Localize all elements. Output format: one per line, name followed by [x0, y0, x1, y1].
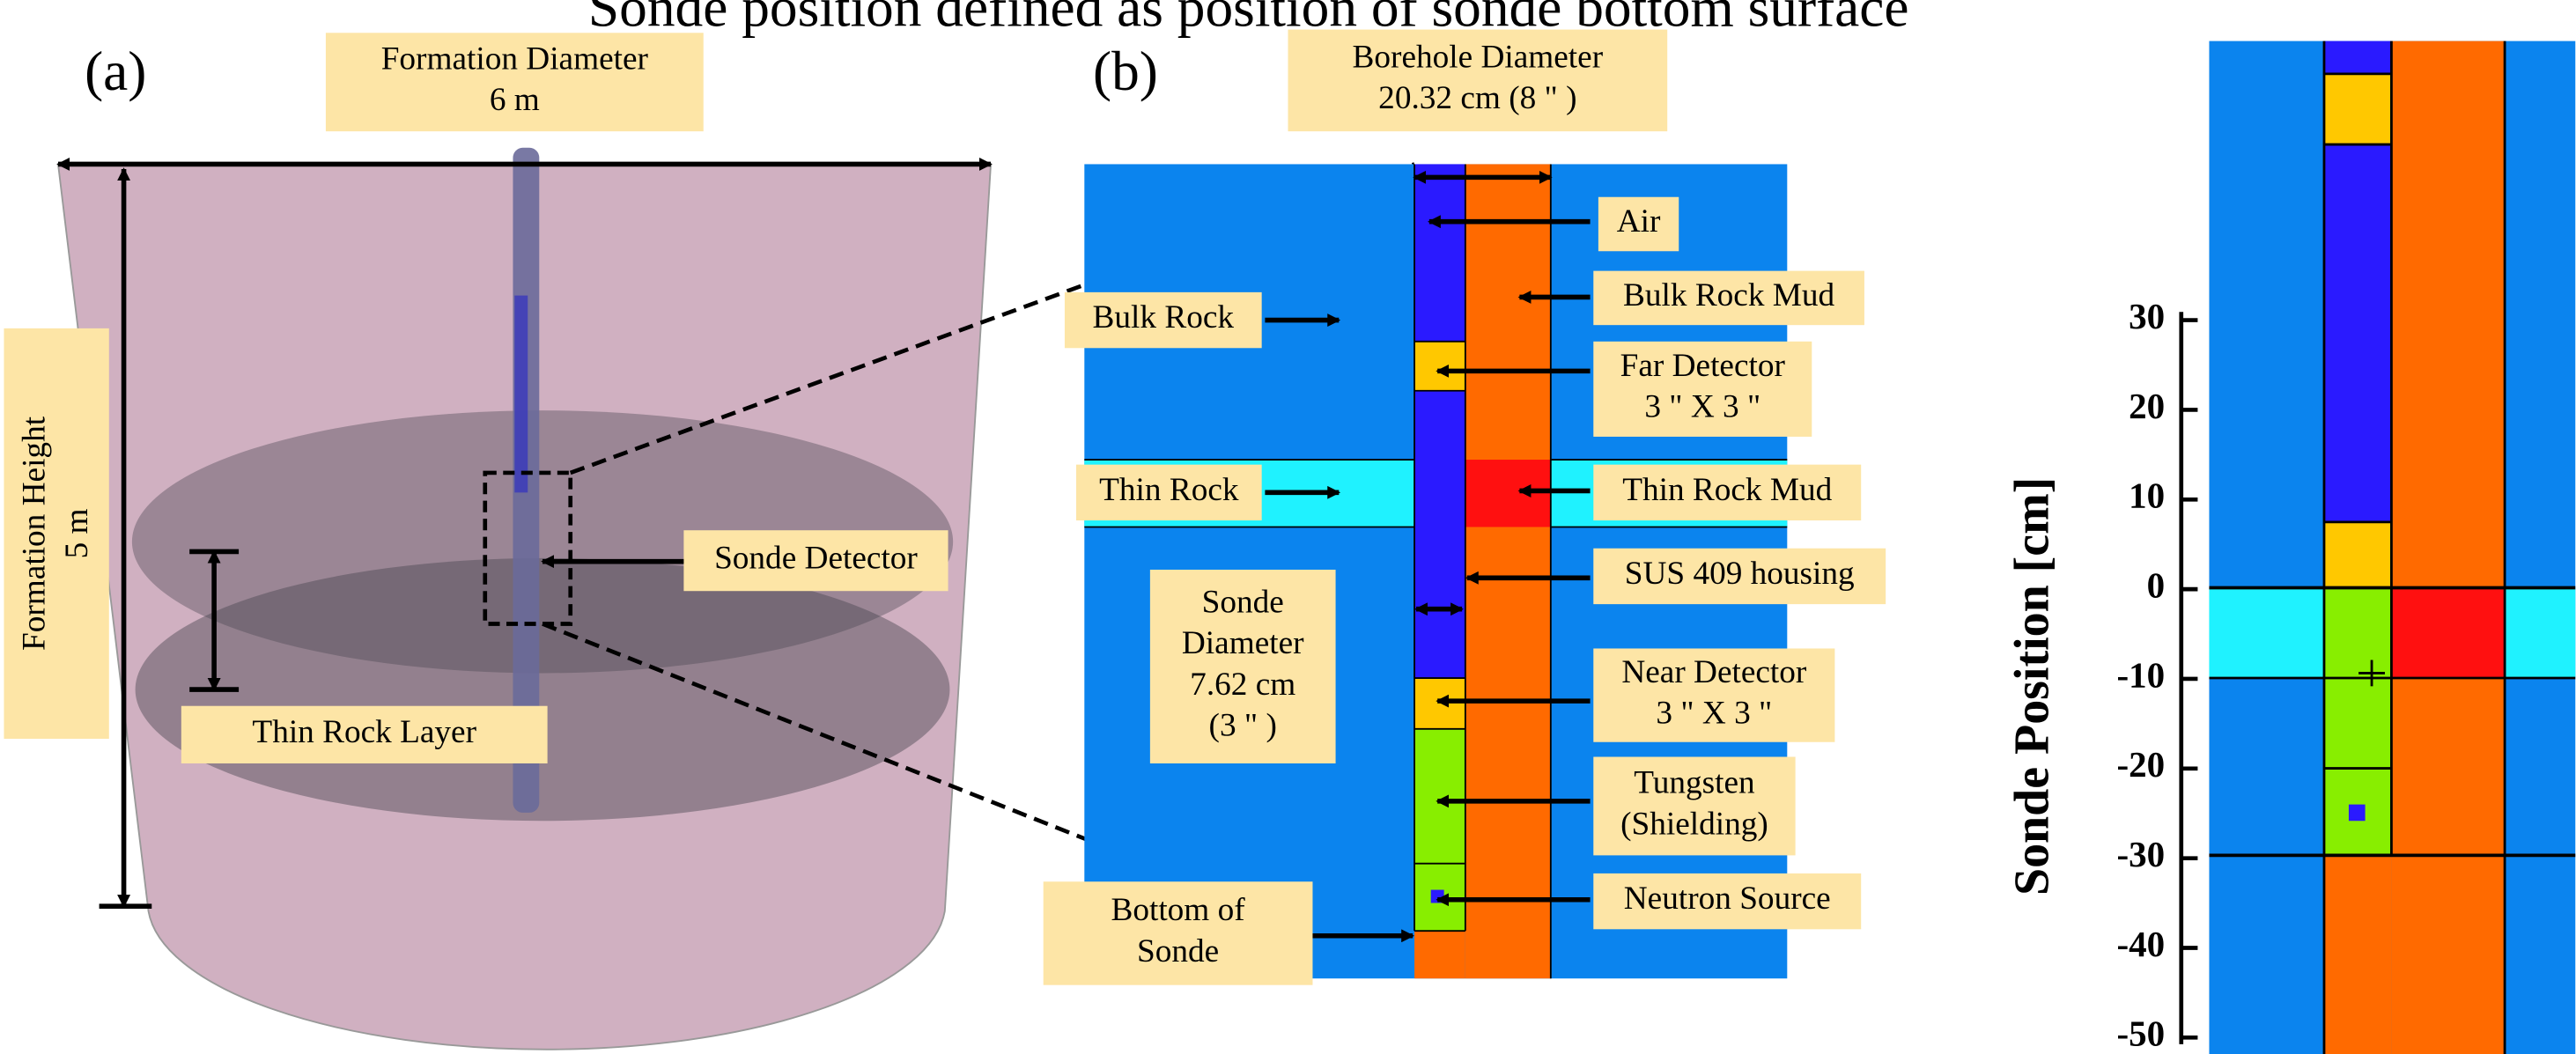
figure: Sonde position defined as position of so… — [0, 0, 2576, 1054]
label-text: Tungsten — [1634, 765, 1755, 801]
label-text: Bulk Rock — [1093, 299, 1235, 335]
label-text: Bulk Rock Mud — [1623, 277, 1835, 313]
label-text: Far Detector — [1620, 348, 1786, 384]
label-text: 7.62 cm — [1190, 667, 1295, 703]
label-text: Formation Height — [16, 416, 52, 651]
label-text: (3 " ) — [1209, 707, 1277, 743]
label-text: Air — [1617, 203, 1661, 240]
label-text: Thin Rock — [1099, 472, 1239, 508]
label-text: Sonde — [1137, 933, 1219, 969]
panel-label: (a) — [85, 41, 146, 102]
y-tick-label: 10 — [2129, 475, 2165, 516]
y-tick-label: -10 — [2116, 654, 2165, 695]
y-tick-label: -50 — [2116, 1013, 2165, 1054]
figure-title: Sonde position defined as position of so… — [588, 0, 1909, 38]
label-text: Diameter — [1182, 625, 1304, 661]
label-text: Formation Diameter — [381, 41, 649, 77]
label-text: 5 m — [59, 508, 95, 558]
y-tick-label: 0 — [2147, 565, 2166, 606]
label-text: Near Detector — [1621, 654, 1807, 690]
label-text: Borehole Diameter — [1353, 40, 1604, 76]
label-text: 3 " X 3 " — [1656, 695, 1772, 731]
panel-label: (b) — [1093, 41, 1158, 102]
y-tick-label: 20 — [2129, 386, 2165, 426]
y-axis-label: Sonde Position [cm] — [2005, 477, 2060, 896]
y-tick-label: -30 — [2116, 834, 2165, 874]
label-text: 20.32 cm (8 " ) — [1378, 80, 1576, 116]
sonde-zoom — [2209, 41, 2575, 1054]
label-text: Sonde — [1202, 585, 1284, 621]
label-text: Thin Rock Mud — [1622, 472, 1832, 508]
y-tick-label: -40 — [2116, 924, 2165, 964]
label-text: (Shielding) — [1620, 806, 1768, 842]
y-tick-label: 30 — [2129, 296, 2165, 336]
label-text: Sonde Detector — [714, 540, 918, 576]
label-text: Thin Rock Layer — [252, 714, 476, 750]
label-text: SUS 409 housing — [1625, 556, 1855, 592]
label-text: 3 " X 3 " — [1644, 389, 1760, 425]
y-tick-label: -20 — [2116, 744, 2165, 785]
label-text: Bottom of — [1111, 892, 1245, 928]
label-text: 6 m — [490, 82, 540, 118]
label-text: Neutron Source — [1624, 881, 1831, 917]
